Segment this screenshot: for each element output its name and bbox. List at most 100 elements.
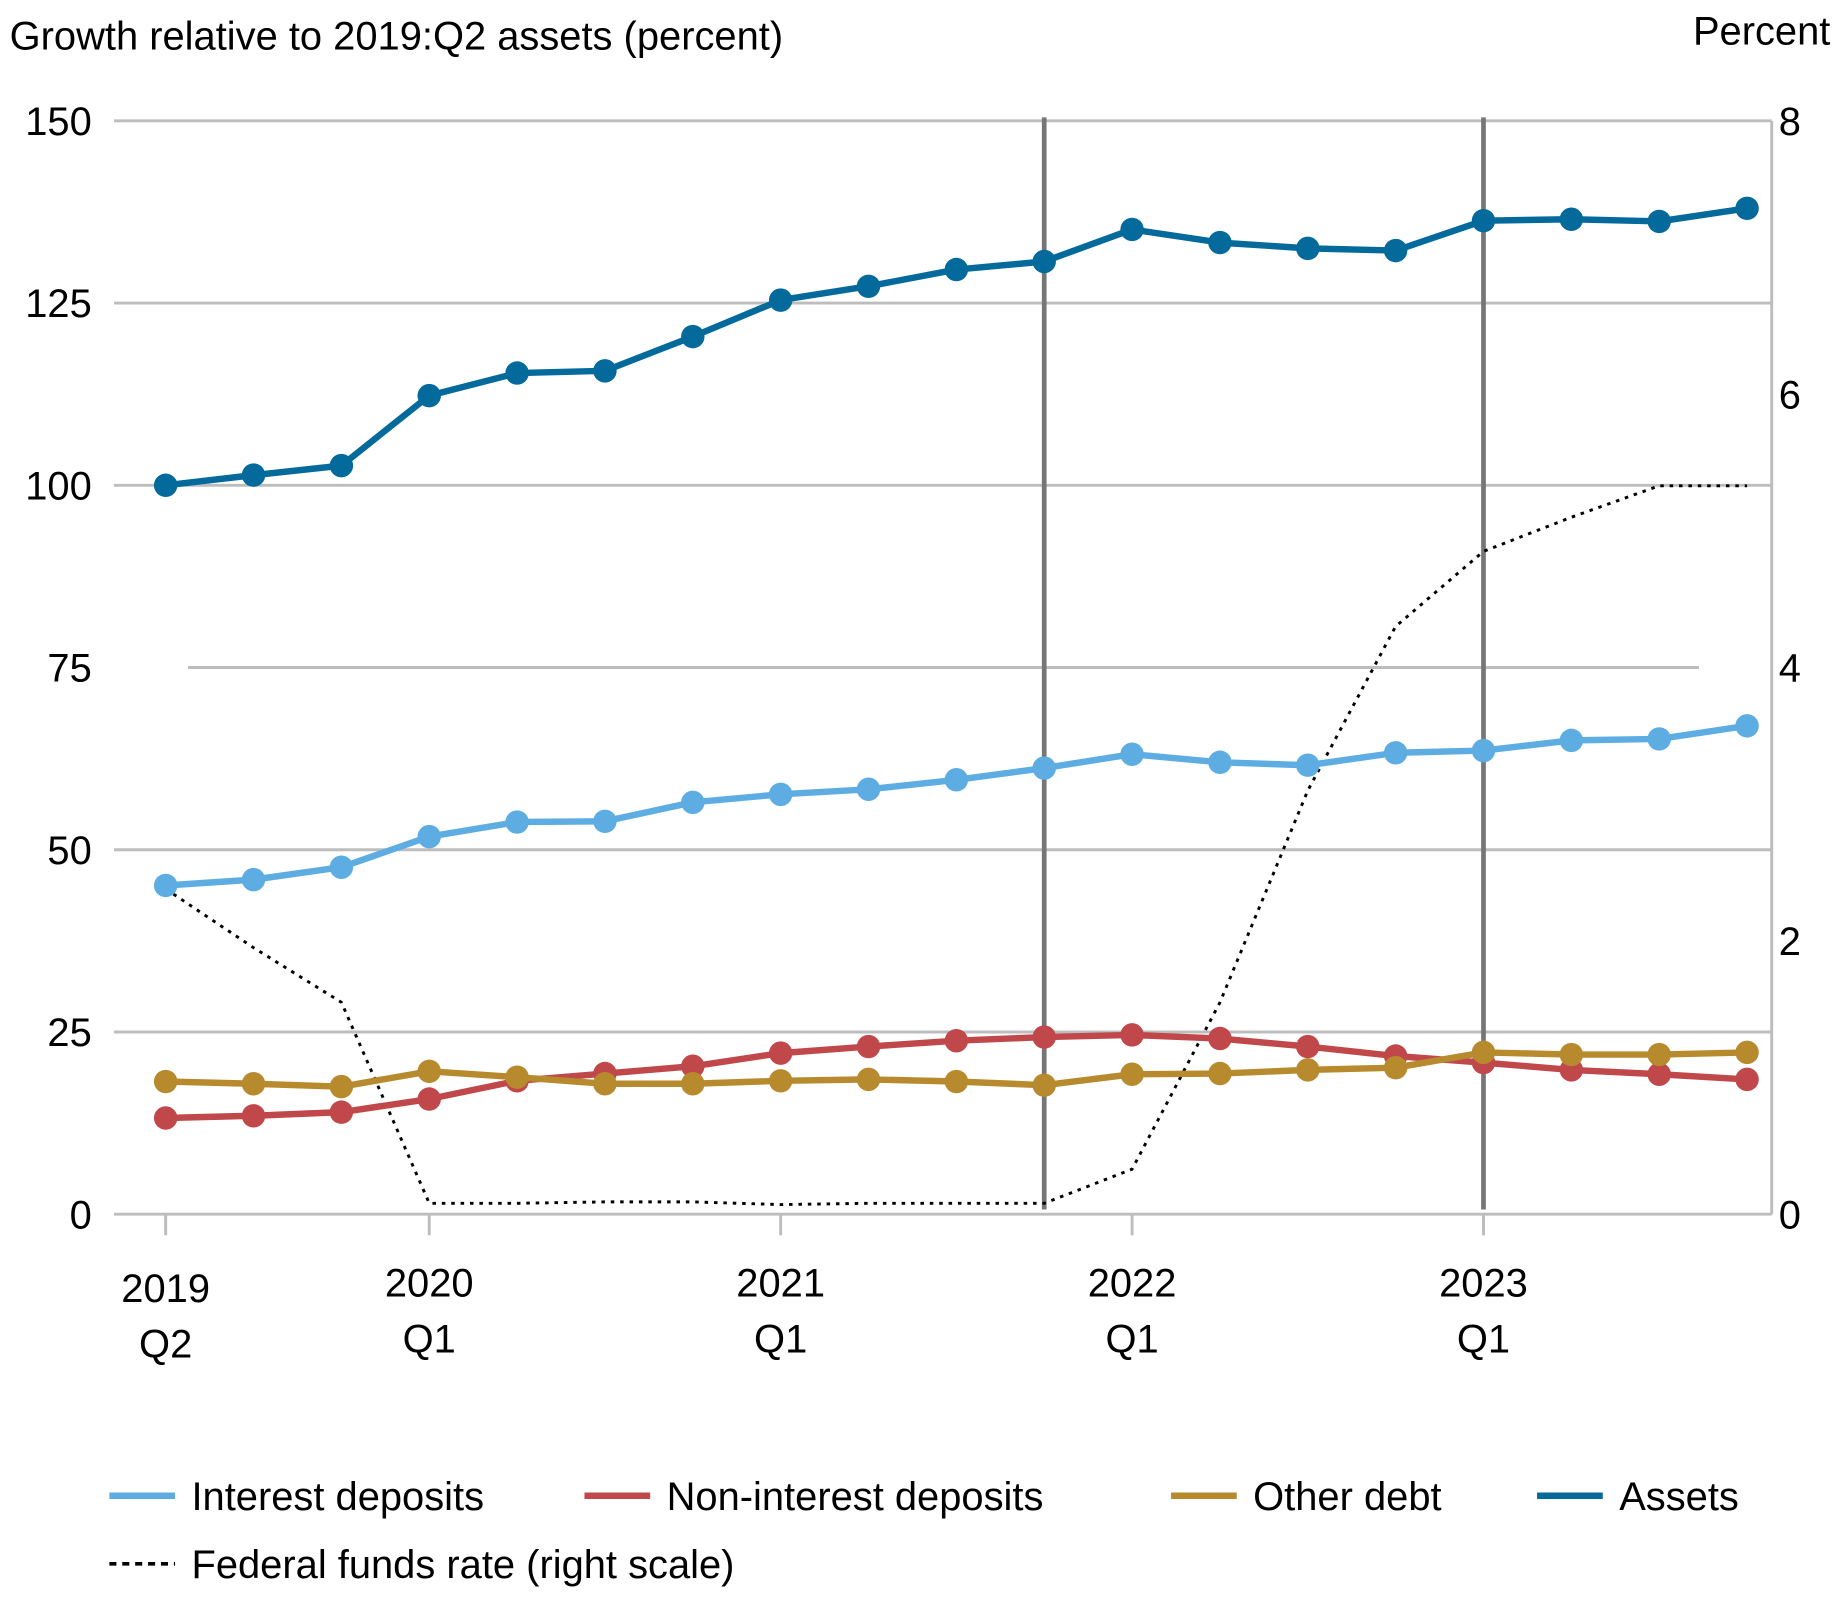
series-line-interest-deposits bbox=[165, 722, 1748, 889]
y-tick-label: 25 bbox=[47, 1011, 91, 1055]
data-point-other-debt bbox=[1383, 1055, 1408, 1080]
data-point-non-interest-deposits bbox=[153, 1106, 178, 1130]
legend-label: Interest deposits bbox=[191, 1475, 484, 1519]
data-point-other-debt bbox=[1032, 1073, 1056, 1097]
data-point-assets bbox=[681, 324, 705, 349]
data-point-interest-deposits bbox=[1735, 714, 1759, 738]
data-point-assets bbox=[856, 274, 881, 299]
data-point-non-interest-deposits bbox=[1296, 1034, 1320, 1059]
data-point-interest-deposits bbox=[1032, 756, 1056, 780]
data-point-interest-deposits bbox=[768, 782, 793, 807]
data-point-non-interest-deposits bbox=[681, 1054, 705, 1078]
data-point-assets bbox=[944, 257, 969, 282]
data-point-other-debt bbox=[153, 1069, 178, 1094]
data-point-assets bbox=[1208, 230, 1232, 255]
y-tick-label: 100 bbox=[25, 464, 92, 508]
data-point-interest-deposits bbox=[329, 855, 354, 879]
data-point-non-interest-deposits bbox=[1208, 1026, 1232, 1051]
data-point-interest-deposits bbox=[153, 873, 178, 898]
data-point-non-interest-deposits bbox=[856, 1034, 881, 1059]
data-point-interest-deposits bbox=[1559, 728, 1584, 753]
data-point-non-interest-deposits bbox=[1032, 1025, 1056, 1049]
data-point-interest-deposits bbox=[944, 768, 969, 792]
data-point-assets bbox=[1559, 207, 1584, 231]
data-point-interest-deposits bbox=[856, 777, 881, 801]
x-tick-label-year: 2022 bbox=[1088, 1261, 1177, 1305]
x-tick-label-year: 2021 bbox=[736, 1261, 825, 1305]
x-tick-label-year: 2023 bbox=[1439, 1261, 1528, 1305]
data-point-interest-deposits bbox=[505, 810, 529, 834]
data-point-interest-deposits bbox=[417, 824, 441, 849]
data-point-interest-deposits bbox=[1296, 753, 1320, 777]
data-point-other-debt bbox=[1208, 1061, 1232, 1086]
x-tick-label-quarter: Q1 bbox=[403, 1318, 456, 1362]
data-point-interest-deposits bbox=[241, 867, 266, 892]
y-tick-label: 50 bbox=[47, 829, 91, 873]
data-point-other-debt bbox=[856, 1067, 881, 1092]
y-tick-label: 150 bbox=[25, 100, 92, 144]
data-point-assets bbox=[1383, 238, 1408, 263]
y-tick-label: 0 bbox=[70, 1193, 92, 1237]
data-point-non-interest-deposits bbox=[417, 1087, 441, 1111]
data-point-other-debt bbox=[593, 1072, 617, 1096]
data-point-non-interest-deposits bbox=[329, 1100, 354, 1124]
data-point-non-interest-deposits bbox=[768, 1041, 793, 1065]
data-point-other-debt bbox=[768, 1069, 793, 1093]
y-tick-label: 75 bbox=[47, 647, 91, 691]
data-point-other-debt bbox=[1559, 1042, 1584, 1067]
x-tick-label-year: 2020 bbox=[385, 1261, 474, 1305]
x-tick-label-quarter: Q1 bbox=[1105, 1318, 1158, 1362]
data-point-assets bbox=[768, 288, 793, 312]
x-tick-label-quarter: Q2 bbox=[139, 1322, 192, 1366]
data-point-other-debt bbox=[681, 1072, 705, 1096]
data-point-assets bbox=[1471, 208, 1496, 233]
data-point-assets bbox=[1296, 236, 1320, 261]
data-point-assets bbox=[1735, 196, 1759, 221]
data-point-assets bbox=[241, 463, 266, 487]
data-point-other-debt bbox=[1471, 1040, 1496, 1065]
data-point-assets bbox=[1647, 209, 1671, 234]
data-point-other-debt bbox=[944, 1069, 969, 1094]
y2-tick-label: 8 bbox=[1779, 100, 1801, 144]
y2-tick-label: 4 bbox=[1779, 647, 1801, 691]
data-point-interest-deposits bbox=[681, 790, 705, 815]
y-tick-label: 125 bbox=[25, 282, 92, 326]
data-point-assets bbox=[1120, 217, 1144, 242]
legend-label: Assets bbox=[1619, 1475, 1739, 1519]
x-tick-label-quarter: Q1 bbox=[754, 1318, 807, 1362]
data-point-other-debt bbox=[1647, 1042, 1671, 1067]
data-point-other-debt bbox=[329, 1074, 354, 1099]
data-point-assets bbox=[329, 453, 354, 478]
data-point-other-debt bbox=[1120, 1062, 1144, 1086]
data-point-non-interest-deposits bbox=[1647, 1062, 1671, 1086]
legend-label: Other debt bbox=[1253, 1475, 1441, 1519]
legend-label: Non-interest deposits bbox=[667, 1475, 1044, 1519]
data-point-interest-deposits bbox=[1647, 727, 1671, 751]
data-point-other-debt bbox=[1296, 1058, 1320, 1082]
left-axis-title: Growth relative to 2019:Q2 assets (perce… bbox=[10, 14, 784, 58]
data-point-non-interest-deposits bbox=[944, 1028, 969, 1053]
right-axis-title: Percent bbox=[1693, 10, 1830, 54]
data-point-interest-deposits bbox=[1208, 750, 1232, 775]
y2-tick-label: 2 bbox=[1779, 920, 1801, 964]
data-point-other-debt bbox=[241, 1072, 266, 1096]
data-point-interest-deposits bbox=[1120, 742, 1144, 766]
data-point-non-interest-deposits bbox=[1120, 1023, 1144, 1047]
y2-tick-label: 0 bbox=[1779, 1193, 1801, 1237]
y2-tick-label: 6 bbox=[1779, 373, 1801, 417]
legend-label: Federal funds rate (right scale) bbox=[191, 1543, 734, 1587]
data-point-interest-deposits bbox=[1471, 738, 1496, 763]
data-point-other-debt bbox=[1735, 1040, 1759, 1065]
data-point-assets bbox=[1032, 249, 1056, 274]
data-point-interest-deposits bbox=[593, 809, 617, 834]
x-tick-label-year: 2019 bbox=[121, 1267, 210, 1311]
data-point-assets bbox=[593, 359, 617, 383]
series-line-assets bbox=[165, 205, 1748, 489]
data-point-assets bbox=[505, 361, 529, 385]
data-point-non-interest-deposits bbox=[1735, 1067, 1759, 1092]
data-point-other-debt bbox=[417, 1059, 441, 1084]
data-point-assets bbox=[153, 473, 178, 498]
data-point-assets bbox=[417, 383, 441, 408]
data-point-other-debt bbox=[505, 1065, 529, 1089]
